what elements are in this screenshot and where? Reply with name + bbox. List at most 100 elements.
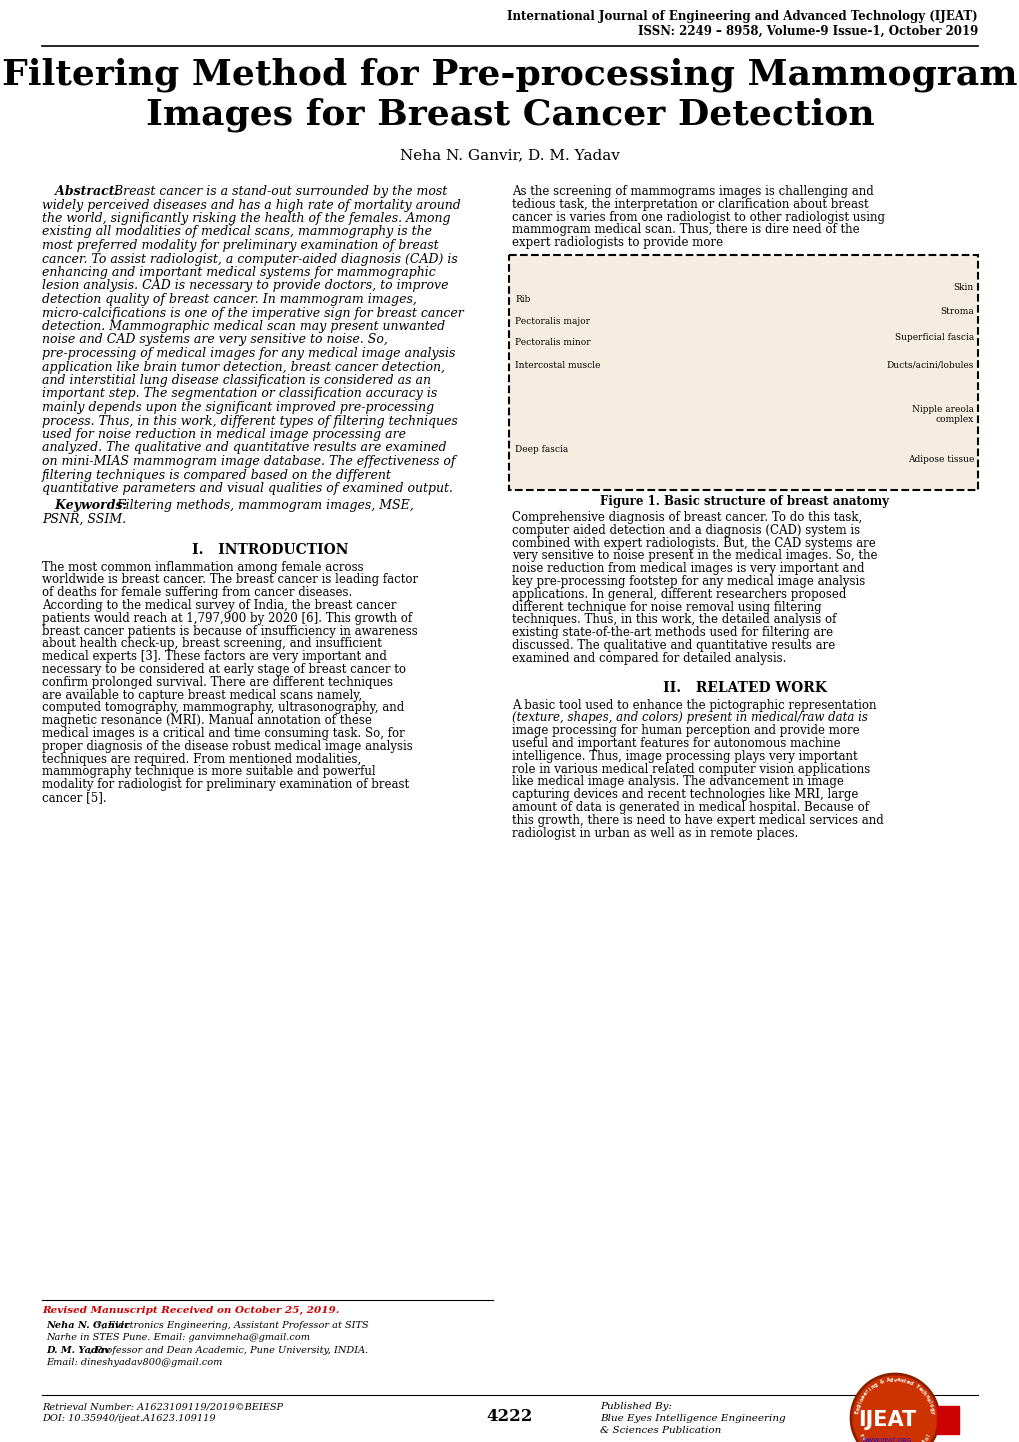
Text: amount of data is generated in medical hospital. Because of: amount of data is generated in medical h…	[512, 800, 868, 813]
Text: e: e	[905, 1380, 910, 1386]
Text: f: f	[858, 1433, 863, 1438]
Text: Revised Manuscript Received on October 25, 2019.: Revised Manuscript Received on October 2…	[42, 1306, 339, 1315]
Text: D. M. Yadav: D. M. Yadav	[46, 1345, 110, 1355]
Text: t: t	[921, 1439, 926, 1442]
Text: analyzed. The qualitative and quantitative results are examined: analyzed. The qualitative and quantitati…	[42, 441, 446, 454]
Text: discussed. The qualitative and quantitative results are: discussed. The qualitative and quantitat…	[512, 639, 835, 652]
Text: on mini-MIAS mammogram image database. The effectiveness of: on mini-MIAS mammogram image database. T…	[42, 456, 455, 469]
Text: , Professor and Dean Academic, Pune University, INDIA.: , Professor and Dean Academic, Pune Univ…	[89, 1345, 368, 1355]
Text: According to the medical survey of India, the breast cancer: According to the medical survey of India…	[42, 598, 396, 611]
Text: different technique for noise removal using filtering: different technique for noise removal us…	[512, 601, 821, 614]
Text: (texture, shapes, and colors) present in medical/raw data is: (texture, shapes, and colors) present in…	[512, 711, 867, 724]
Text: International Journal of Engineering and Advanced Technology (IJEAT): International Journal of Engineering and…	[506, 10, 977, 23]
Text: Skin: Skin	[953, 283, 973, 291]
Text: A: A	[886, 1377, 890, 1383]
Text: noise reduction from medical images is very important and: noise reduction from medical images is v…	[512, 562, 864, 575]
Text: T: T	[913, 1384, 919, 1390]
Text: E: E	[854, 1410, 859, 1415]
Text: Filtering Method for Pre-processing Mammogram: Filtering Method for Pre-processing Mamm…	[2, 58, 1017, 92]
Text: image processing for human perception and provide more: image processing for human perception an…	[512, 724, 859, 737]
Text: g: g	[928, 1406, 933, 1412]
Text: radiologist in urban as well as in remote places.: radiologist in urban as well as in remot…	[512, 826, 798, 839]
Text: n: n	[858, 1397, 864, 1402]
Text: c: c	[918, 1389, 924, 1394]
Text: Comprehensive diagnosis of breast cancer. To do this task,: Comprehensive diagnosis of breast cancer…	[512, 510, 861, 523]
Text: Retrieval Number: A1623109119/2019©BEIESP: Retrieval Number: A1623109119/2019©BEIES…	[42, 1402, 282, 1412]
Text: Rib: Rib	[515, 296, 530, 304]
Text: techniques are required. From mentioned modalities,: techniques are required. From mentioned …	[42, 753, 361, 766]
Text: n: n	[923, 1436, 929, 1441]
Text: ISSN: 2249 – 8958, Volume-9 Issue-1, October 2019: ISSN: 2249 – 8958, Volume-9 Issue-1, Oct…	[637, 25, 977, 37]
Text: breast cancer patients is because of insufficiency in awareness: breast cancer patients is because of ins…	[42, 624, 418, 637]
Text: *, Electronics Engineering, Assistant Professor at SITS: *, Electronics Engineering, Assistant Pr…	[97, 1321, 368, 1330]
Text: techniques. Thus, in this work, the detailed analysis of: techniques. Thus, in this work, the deta…	[512, 613, 836, 626]
Text: n: n	[899, 1377, 903, 1383]
Text: DOI: 10.35940/ijeat.A1623.109119: DOI: 10.35940/ijeat.A1623.109119	[42, 1415, 215, 1423]
Text: Intercostal muscle: Intercostal muscle	[515, 360, 600, 371]
Text: noise and CAD systems are very sensitive to noise. So,: noise and CAD systems are very sensitive…	[42, 333, 387, 346]
Text: mammogram medical scan. Thus, there is dire need of the: mammogram medical scan. Thus, there is d…	[512, 224, 859, 236]
Text: Superficial fascia: Superficial fascia	[894, 333, 973, 342]
Text: and interstitial lung disease classification is considered as an: and interstitial lung disease classifica…	[42, 373, 431, 386]
Text: important step. The segmentation or classification accuracy is: important step. The segmentation or clas…	[42, 388, 437, 401]
Text: Neha N. Ganvir: Neha N. Ganvir	[46, 1321, 129, 1330]
Text: pre-processing of medical images for any medical image analysis: pre-processing of medical images for any…	[42, 348, 454, 360]
Text: Pectoralis major: Pectoralis major	[515, 317, 589, 326]
Text: d: d	[908, 1380, 913, 1387]
Text: magnetic resonance (MRI). Manual annotation of these: magnetic resonance (MRI). Manual annotat…	[42, 714, 372, 727]
Text: medical experts [3]. These factors are very important and: medical experts [3]. These factors are v…	[42, 650, 386, 663]
Text: mainly depends upon the significant improved pre-processing: mainly depends upon the significant impr…	[42, 401, 434, 414]
Text: detection quality of breast cancer. In mammogram images,: detection quality of breast cancer. In m…	[42, 293, 417, 306]
Text: computed tomography, mammography, ultrasonography, and: computed tomography, mammography, ultras…	[42, 701, 404, 714]
Text: combined with expert radiologists. But, the CAD systems are: combined with expert radiologists. But, …	[512, 536, 875, 549]
Text: applications. In general, different researchers proposed: applications. In general, different rese…	[512, 588, 846, 601]
Text: e: e	[862, 1392, 868, 1397]
Text: I: I	[925, 1433, 930, 1438]
Text: n: n	[922, 1394, 928, 1399]
Text: Adipose tissue: Adipose tissue	[907, 456, 973, 464]
Text: 4222: 4222	[486, 1407, 533, 1425]
Text: a: a	[896, 1377, 900, 1383]
Text: Ducts/acini/lobules: Ducts/acini/lobules	[886, 360, 973, 371]
Text: computer aided detection and a diagnosis (CAD) system is: computer aided detection and a diagnosis…	[512, 523, 859, 536]
Text: g: g	[872, 1383, 877, 1389]
Text: modality for radiologist for preliminary examination of breast: modality for radiologist for preliminary…	[42, 779, 409, 792]
Text: ​Abstract:: ​Abstract:	[42, 185, 119, 198]
Text: Email: dineshyadav800@gmail.com: Email: dineshyadav800@gmail.com	[46, 1358, 222, 1367]
Text: cancer. To assist radiologist, a computer-aided diagnosis (CAD) is: cancer. To assist radiologist, a compute…	[42, 252, 458, 265]
Text: Breast cancer is a stand-out surrounded by the most: Breast cancer is a stand-out surrounded …	[110, 185, 446, 198]
Text: n: n	[855, 1406, 860, 1412]
Text: micro-calcifications is one of the imperative sign for breast cancer: micro-calcifications is one of the imper…	[42, 307, 464, 320]
Text: existing all modalities of medical scans, mammography is the: existing all modalities of medical scans…	[42, 225, 432, 238]
Text: The most common inflammation among female across: The most common inflammation among femal…	[42, 561, 363, 574]
Text: I.   INTRODUCTION: I. INTRODUCTION	[192, 542, 347, 557]
Text: o: o	[927, 1403, 933, 1407]
Text: Blue Eyes Intelligence Engineering: Blue Eyes Intelligence Engineering	[599, 1415, 785, 1423]
Text: Pectoralis minor: Pectoralis minor	[515, 337, 590, 348]
Text: y: y	[929, 1410, 934, 1415]
Text: like medical image analysis. The advancement in image: like medical image analysis. The advance…	[512, 776, 843, 789]
Text: d: d	[889, 1377, 893, 1383]
Text: application like brain tumor detection, breast cancer detection,: application like brain tumor detection, …	[42, 360, 444, 373]
Text: process. Thus, in this work, different types of filtering techniques: process. Thus, in this work, different t…	[42, 414, 458, 427]
Text: Images for Breast Cancer Detection: Images for Breast Cancer Detection	[146, 97, 873, 131]
Text: Deep fascia: Deep fascia	[515, 446, 568, 454]
Text: e: e	[860, 1394, 866, 1399]
Bar	[936, 1406, 958, 1433]
Text: &: &	[878, 1379, 883, 1386]
Text: very sensitive to noise present in the medical images. So, the: very sensitive to noise present in the m…	[512, 549, 876, 562]
Text: ​Keywords:: ​Keywords:	[42, 499, 127, 512]
Text: i: i	[857, 1400, 862, 1405]
Text: A basic tool used to enhance the pictographic representation: A basic tool used to enhance the pictogr…	[512, 698, 875, 711]
Text: v: v	[893, 1377, 896, 1383]
Text: widely perceived diseases and has a high rate of mortality around: widely perceived diseases and has a high…	[42, 199, 461, 212]
Text: Published By:: Published By:	[599, 1402, 672, 1412]
Text: i: i	[867, 1387, 871, 1392]
Bar	[508, 255, 977, 490]
Text: confirm prolonged survival. There are different techniques: confirm prolonged survival. There are di…	[42, 676, 392, 689]
Text: Filtering methods, mammogram images, MSE,: Filtering methods, mammogram images, MSE…	[113, 499, 414, 512]
Text: capturing devices and recent technologies like MRI, large: capturing devices and recent technologie…	[512, 789, 858, 802]
Polygon shape	[850, 1374, 938, 1442]
Text: necessary to be considered at early stage of breast cancer to: necessary to be considered at early stag…	[42, 663, 406, 676]
Text: the world, significantly risking the health of the females. Among: the world, significantly risking the hea…	[42, 212, 450, 225]
